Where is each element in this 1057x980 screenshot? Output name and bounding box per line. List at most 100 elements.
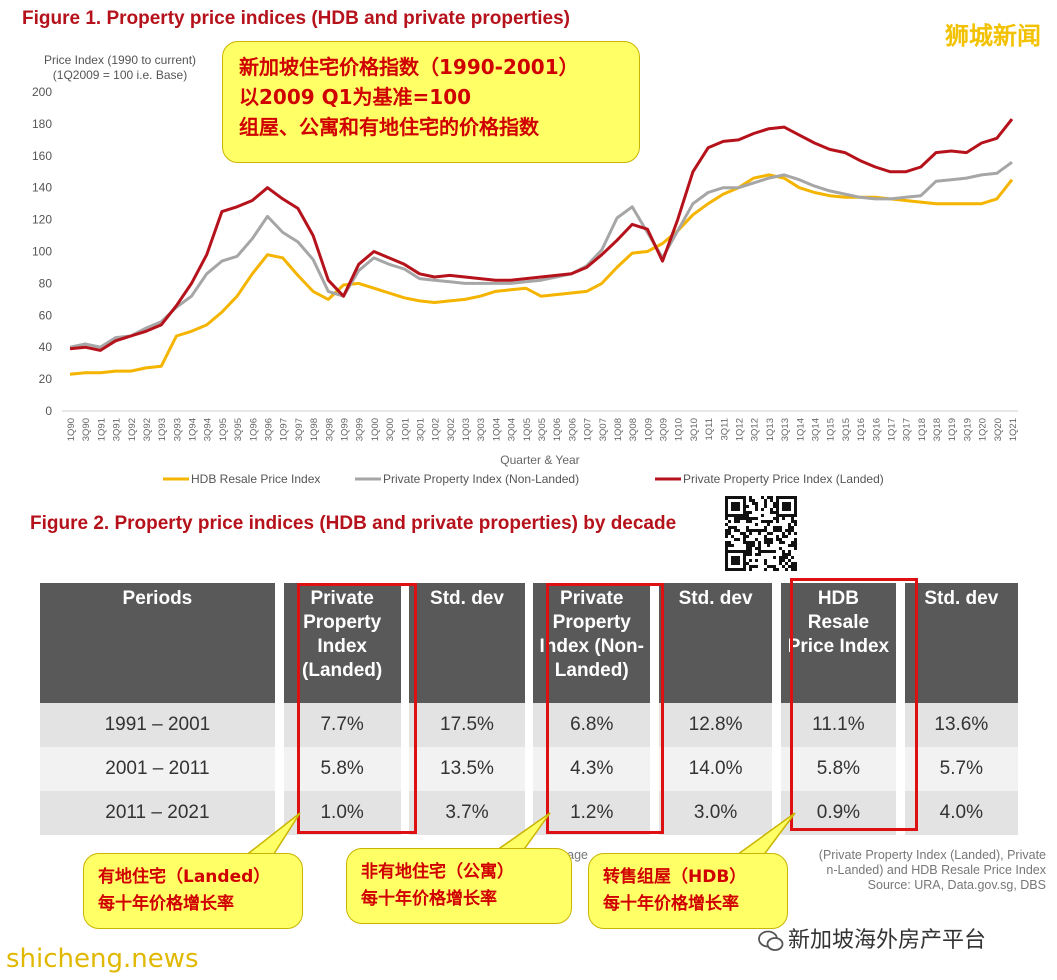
x-tick-label: 1Q20 bbox=[978, 418, 989, 441]
x-tick-label: 1Q03 bbox=[461, 418, 472, 441]
series-line-landed bbox=[69, 118, 1014, 352]
x-tick-label: 1Q99 bbox=[339, 418, 350, 441]
x-tick-label: 3Q12 bbox=[750, 418, 761, 441]
x-tick-label: 3Q14 bbox=[810, 418, 821, 441]
callout-landed-line2: 每十年价格增长率 bbox=[98, 894, 234, 914]
table-row: 2001 – 2011 5.8% 13.5% 4.3% 14.0% 5.8% 5.7% bbox=[40, 747, 1018, 791]
x-tick-label: 3Q16 bbox=[871, 418, 882, 441]
value-cell: 4.0% bbox=[904, 791, 1018, 835]
qr-code-icon bbox=[724, 495, 798, 573]
x-tick-label: 1Q90 bbox=[66, 418, 77, 441]
note-line1: (Private Property Index (Landed), Privat… bbox=[818, 848, 1046, 862]
value-cell: 13.5% bbox=[409, 747, 525, 791]
brand-logo-top: 狮城新闻 bbox=[945, 22, 1041, 50]
period-cell: 2001 – 2011 bbox=[40, 747, 275, 791]
x-tick-label: 3Q08 bbox=[628, 418, 639, 441]
y-tick-label: 40 bbox=[39, 340, 53, 354]
x-tick-label: 3Q09 bbox=[659, 418, 670, 441]
callout-main: 新加坡住宅价格指数（1990-2001） 以2009 Q1为基准=100 组屋、… bbox=[222, 41, 640, 163]
legend-label: Private Property Index (Non-Landed) bbox=[383, 472, 579, 486]
x-tick-label: 3Q92 bbox=[142, 418, 153, 441]
header-landed: Private Property Index (Landed) bbox=[283, 583, 401, 703]
brand-wechat-label: 新加坡海外房产平台 bbox=[788, 928, 987, 953]
x-tick-label: 1Q19 bbox=[947, 418, 958, 441]
y-tick-label: 0 bbox=[45, 404, 52, 418]
x-tick-label: 1Q16 bbox=[856, 418, 867, 441]
x-tick-label: 3Q03 bbox=[476, 418, 487, 441]
legend-label: HDB Resale Price Index bbox=[191, 472, 320, 486]
value-cell: 1.2% bbox=[533, 791, 651, 835]
x-tick-label: 3Q97 bbox=[294, 418, 305, 441]
y-axis-label-line1: Price Index (1990 to current) bbox=[43, 53, 197, 67]
value-cell: 5.8% bbox=[283, 747, 401, 791]
figure1-title: Figure 1. Property price indices (HDB an… bbox=[22, 8, 570, 29]
callout-nonlanded-line1: 非有地住宅（公寓） bbox=[361, 862, 514, 882]
chart-series bbox=[69, 118, 1014, 376]
x-tick-label: 1Q93 bbox=[157, 418, 168, 441]
brand-wechat: 新加坡海外房产平台 bbox=[758, 922, 986, 954]
x-axis-label: Quarter & Year bbox=[500, 453, 579, 467]
y-tick-label: 80 bbox=[39, 276, 53, 290]
x-tick-label: 1Q04 bbox=[491, 418, 502, 441]
value-cell: 4.3% bbox=[533, 747, 651, 791]
value-cell: 13.6% bbox=[904, 703, 1018, 747]
y-tick-label: 140 bbox=[32, 181, 52, 195]
callout-hdb-line1: 转售组屋（HDB） bbox=[603, 867, 747, 887]
period-cell: 2011 – 2021 bbox=[40, 791, 275, 835]
table-row: 2011 – 2021 1.0% 3.7% 1.2% 3.0% 0.9% 4.0% bbox=[40, 791, 1018, 835]
x-tick-label: 3Q90 bbox=[81, 418, 92, 441]
x-tick-label: 3Q94 bbox=[203, 418, 214, 441]
x-tick-label: 1Q95 bbox=[218, 418, 229, 441]
callout-hdb-line2: 每十年价格增长率 bbox=[603, 894, 739, 914]
x-tick-label: 1Q15 bbox=[826, 418, 837, 441]
x-tick-label: 3Q96 bbox=[264, 418, 275, 441]
x-tick-label: 3Q95 bbox=[233, 418, 244, 441]
x-tick-label: 3Q11 bbox=[719, 418, 730, 441]
y-tick-label: 20 bbox=[39, 372, 53, 386]
value-cell: 17.5% bbox=[409, 703, 525, 747]
y-tick-label: 120 bbox=[32, 213, 52, 227]
value-cell: 5.7% bbox=[904, 747, 1018, 791]
y-axis-label: Price Index (1990 to current) (1Q2009 = … bbox=[40, 53, 200, 83]
x-tick-label: 1Q14 bbox=[795, 418, 806, 441]
x-tick-label: 1Q06 bbox=[552, 418, 563, 441]
x-tick-label: 3Q17 bbox=[902, 418, 913, 441]
highlight-box-landed bbox=[297, 583, 417, 834]
value-cell: 5.8% bbox=[780, 747, 896, 791]
callout-hdb: 转售组屋（HDB） 每十年价格增长率 bbox=[588, 853, 788, 929]
highlight-box-nonlanded bbox=[546, 583, 664, 834]
x-tick-label: 3Q00 bbox=[385, 418, 396, 441]
callout-nonlanded: 非有地住宅（公寓） 每十年价格增长率 bbox=[346, 848, 572, 924]
x-tick-label: 1Q96 bbox=[248, 418, 259, 441]
table-header-row: Periods Private Property Index (Landed) … bbox=[40, 583, 1018, 703]
note-line2: n-Landed) and HDB Resale Price Index bbox=[826, 863, 1046, 877]
y-axis-ticks: 0 20 40 60 80 100 120 140 160 180 200 bbox=[32, 85, 52, 418]
brand-logo-bottom: shicheng.news bbox=[6, 944, 199, 974]
x-tick-label: 3Q01 bbox=[415, 418, 426, 441]
x-tick-label: 1Q09 bbox=[643, 418, 654, 441]
x-tick-label: 1Q98 bbox=[309, 418, 320, 441]
x-tick-label: 1Q12 bbox=[735, 418, 746, 441]
value-cell: 11.1% bbox=[780, 703, 896, 747]
x-tick-label: 3Q13 bbox=[780, 418, 791, 441]
x-axis-ticks: 1Q90 3Q90 1Q91 3Q91 1Q92 3Q92 1Q93 3Q93 1Q94 3Q94… bbox=[66, 418, 1019, 441]
x-tick-label: 1Q01 bbox=[400, 418, 411, 441]
x-tick-label: 3Q98 bbox=[324, 418, 335, 441]
y-tick-label: 100 bbox=[32, 245, 52, 259]
table-row: 1991 – 2001 7.7% 17.5% 6.8% 12.8% 11.1% 13.6% bbox=[40, 703, 1018, 747]
x-tick-label: 3Q02 bbox=[446, 418, 457, 441]
y-axis-label-line2: (1Q2009 = 100 i.e. Base) bbox=[52, 68, 188, 82]
x-tick-label: 1Q02 bbox=[431, 418, 442, 441]
series-line-nonlanded bbox=[69, 160, 1013, 349]
x-tick-label: 1Q92 bbox=[127, 418, 138, 441]
value-cell: 12.8% bbox=[658, 703, 773, 747]
y-tick-label: 180 bbox=[32, 117, 52, 131]
value-cell: 1.0% bbox=[283, 791, 401, 835]
x-tick-label: 1Q21 bbox=[1008, 418, 1019, 441]
x-tick-label: 1Q91 bbox=[96, 418, 107, 441]
x-tick-label: 3Q15 bbox=[841, 418, 852, 441]
x-tick-label: 1Q07 bbox=[583, 418, 594, 441]
x-tick-label: 3Q05 bbox=[537, 418, 548, 441]
x-tick-label: 3Q10 bbox=[689, 418, 700, 441]
figure2-title: Figure 2. Property price indices (HDB an… bbox=[30, 513, 677, 534]
